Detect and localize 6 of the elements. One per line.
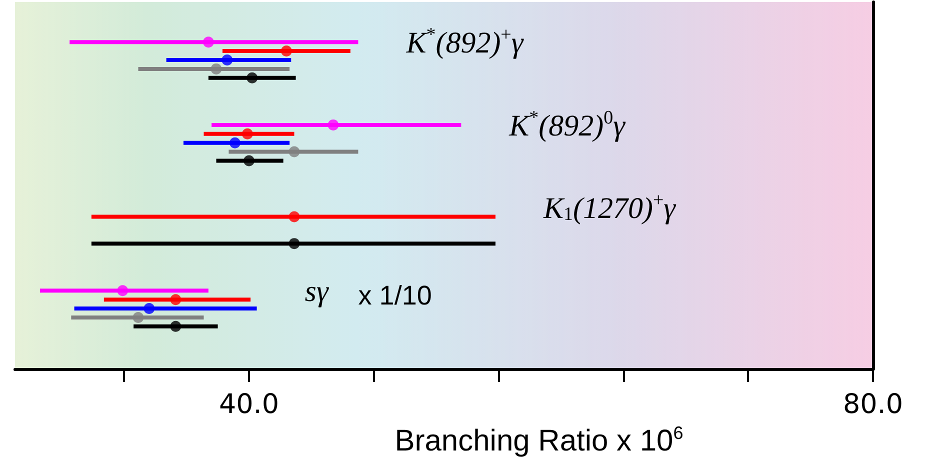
annotation: x 1/10 bbox=[358, 280, 432, 311]
y-tick-label: sγ bbox=[304, 275, 330, 308]
x-tick-label: 40.0 bbox=[218, 389, 280, 420]
x-tick-label: 80.0 bbox=[842, 389, 904, 420]
y-tick-label: K*(892)+γ bbox=[405, 24, 524, 60]
y-tick-label: K1(1270)+γ bbox=[542, 190, 677, 226]
